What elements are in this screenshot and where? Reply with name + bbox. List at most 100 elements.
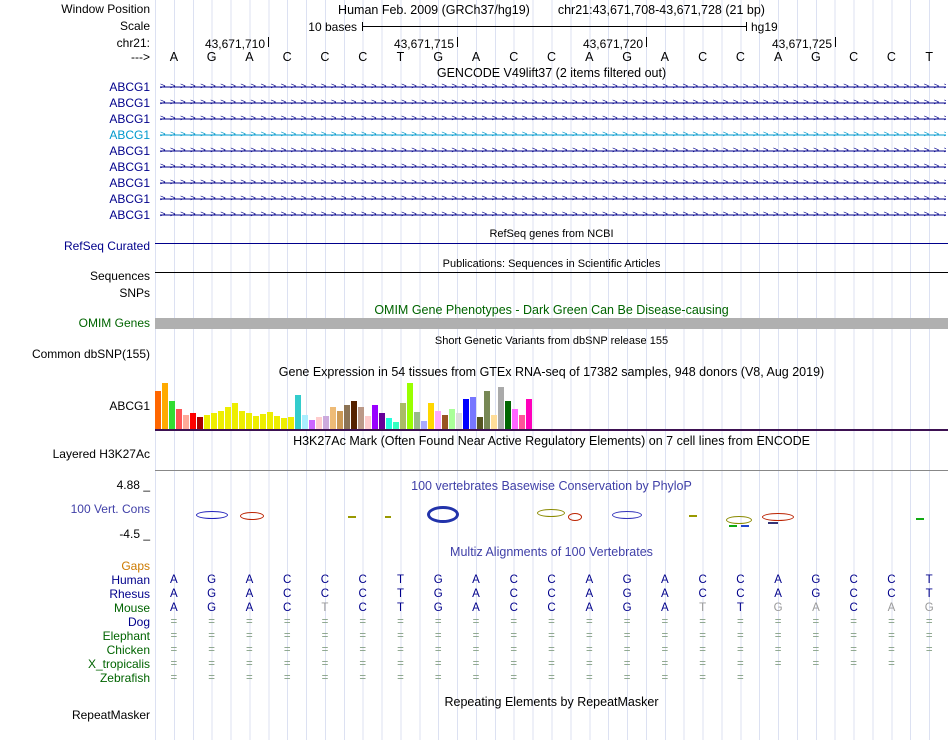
gtex-tissue-bar[interactable] bbox=[309, 420, 315, 429]
alignment-base: C bbox=[736, 574, 745, 586]
gtex-gene-label[interactable]: ABCG1 bbox=[109, 399, 150, 413]
gtex-tissue-bar[interactable] bbox=[519, 415, 525, 429]
gtex-tissue-bar[interactable] bbox=[337, 411, 343, 429]
gtex-tissue-bar[interactable] bbox=[232, 403, 238, 429]
gtex-tissue-bar[interactable] bbox=[407, 383, 413, 429]
species-label-human[interactable]: Human bbox=[111, 573, 150, 587]
gtex-tissue-bar[interactable] bbox=[470, 397, 476, 429]
transcript-arrow-line[interactable]: >>>>>>>>>>>>>>>>>>>>>>>>>>>>>>>>>>>>>>>>… bbox=[160, 96, 946, 110]
gtex-tissue-bar[interactable] bbox=[183, 415, 189, 429]
gtex-tissue-bar[interactable] bbox=[218, 411, 224, 429]
gtex-tissue-bar[interactable] bbox=[162, 383, 168, 429]
transcript-arrow-line[interactable]: >>>>>>>>>>>>>>>>>>>>>>>>>>>>>>>>>>>>>>>>… bbox=[160, 208, 946, 222]
species-label-rhesus[interactable]: Rhesus bbox=[109, 587, 150, 601]
transcript-arrow-line[interactable]: >>>>>>>>>>>>>>>>>>>>>>>>>>>>>>>>>>>>>>>>… bbox=[160, 80, 946, 94]
gtex-tissue-bar[interactable] bbox=[225, 407, 231, 429]
conservation-track-label[interactable]: 100 Vert. Cons bbox=[70, 502, 150, 516]
species-label-chicken[interactable]: Chicken bbox=[106, 643, 150, 657]
gene-label[interactable]: ABCG1 bbox=[109, 128, 150, 142]
gene-label[interactable]: ABCG1 bbox=[109, 208, 150, 222]
common-dbsnp-label[interactable]: Common dbSNP(155) bbox=[31, 347, 150, 361]
gtex-tissue-bar[interactable] bbox=[512, 409, 518, 429]
gtex-tissue-bar[interactable] bbox=[400, 403, 406, 429]
gtex-tissue-bar[interactable] bbox=[393, 422, 399, 429]
gtex-tissue-bar[interactable] bbox=[316, 417, 322, 429]
transcript-arrow-line[interactable]: >>>>>>>>>>>>>>>>>>>>>>>>>>>>>>>>>>>>>>>>… bbox=[160, 144, 946, 158]
transcript-arrow-line[interactable]: >>>>>>>>>>>>>>>>>>>>>>>>>>>>>>>>>>>>>>>>… bbox=[160, 128, 946, 142]
gtex-tissue-bar[interactable] bbox=[428, 403, 434, 429]
gtex-tissue-bar[interactable] bbox=[246, 413, 252, 429]
gene-label[interactable]: ABCG1 bbox=[109, 160, 150, 174]
species-label-zebrafish[interactable]: Zebrafish bbox=[99, 671, 150, 685]
gene-label[interactable]: ABCG1 bbox=[109, 144, 150, 158]
transcript-arrow-line[interactable]: >>>>>>>>>>>>>>>>>>>>>>>>>>>>>>>>>>>>>>>>… bbox=[160, 192, 946, 206]
transcript-arrow-line[interactable]: >>>>>>>>>>>>>>>>>>>>>>>>>>>>>>>>>>>>>>>>… bbox=[160, 112, 946, 126]
gtex-tissue-bar[interactable] bbox=[491, 415, 497, 429]
gtex-tissue-bar[interactable] bbox=[323, 416, 329, 429]
gtex-tissue-bar[interactable] bbox=[477, 417, 483, 429]
alignment-match: = bbox=[434, 616, 442, 628]
repeatmasker-label[interactable]: RepeatMasker bbox=[71, 708, 150, 722]
gene-label[interactable]: ABCG1 bbox=[109, 80, 150, 94]
gtex-tissue-bar[interactable] bbox=[302, 415, 308, 429]
gtex-tissue-bar[interactable] bbox=[435, 411, 441, 429]
gtex-tissue-bar[interactable] bbox=[379, 413, 385, 429]
gtex-tissue-bar[interactable] bbox=[344, 405, 350, 429]
gtex-tissue-bar[interactable] bbox=[372, 405, 378, 429]
species-label-mouse[interactable]: Mouse bbox=[113, 601, 150, 615]
gtex-tissue-bar[interactable] bbox=[463, 399, 469, 429]
transcript-arrow-line[interactable]: >>>>>>>>>>>>>>>>>>>>>>>>>>>>>>>>>>>>>>>>… bbox=[160, 176, 946, 190]
gtex-tissue-bar[interactable] bbox=[176, 409, 182, 429]
gtex-tissue-bar[interactable] bbox=[288, 417, 294, 429]
gene-label[interactable]: ABCG1 bbox=[109, 112, 150, 126]
gtex-tissue-bar[interactable] bbox=[253, 416, 259, 429]
gtex-tissue-bar[interactable] bbox=[260, 414, 266, 429]
gtex-tissue-bar[interactable] bbox=[386, 418, 392, 429]
gtex-tissue-bar[interactable] bbox=[190, 413, 196, 429]
refseq-curated-line[interactable] bbox=[155, 243, 948, 244]
alignment-match: = bbox=[283, 658, 291, 670]
gtex-tissue-bar[interactable] bbox=[358, 407, 364, 429]
snps-label[interactable]: SNPs bbox=[119, 286, 150, 300]
gtex-tissue-bar[interactable] bbox=[281, 418, 287, 429]
conservation-mark bbox=[726, 516, 752, 524]
gene-label[interactable]: ABCG1 bbox=[109, 176, 150, 190]
gtex-tissue-bar[interactable] bbox=[526, 399, 532, 429]
gtex-tissue-bar[interactable] bbox=[414, 412, 420, 429]
species-label-dog[interactable]: Dog bbox=[127, 615, 150, 629]
gtex-tissue-bar[interactable] bbox=[197, 417, 203, 429]
gtex-tissue-bar[interactable] bbox=[442, 415, 448, 429]
gtex-tissue-bar[interactable] bbox=[449, 409, 455, 429]
gtex-tissue-bar[interactable] bbox=[239, 411, 245, 429]
species-label-elephant[interactable]: Elephant bbox=[102, 629, 150, 643]
gtex-tissue-bar[interactable] bbox=[274, 416, 280, 429]
transcript-arrow-line[interactable]: >>>>>>>>>>>>>>>>>>>>>>>>>>>>>>>>>>>>>>>>… bbox=[160, 160, 946, 174]
gtex-tissue-bar[interactable] bbox=[267, 412, 273, 429]
gtex-tissue-bar[interactable] bbox=[351, 401, 357, 429]
strand-direction-label: ---> bbox=[131, 50, 150, 64]
gtex-tissue-bar[interactable] bbox=[295, 395, 301, 429]
omim-genes-bar[interactable] bbox=[155, 318, 948, 329]
sequences-line[interactable] bbox=[155, 272, 948, 273]
gtex-tissue-bar[interactable] bbox=[421, 421, 427, 429]
gtex-tissue-bar[interactable] bbox=[365, 416, 371, 429]
gtex-tissue-bar[interactable] bbox=[456, 413, 462, 429]
gtex-tissue-bar[interactable] bbox=[169, 401, 175, 429]
alignment-match: = bbox=[925, 616, 933, 628]
gtex-tissue-bar[interactable] bbox=[498, 387, 504, 429]
gtex-tissue-bar[interactable] bbox=[155, 391, 161, 429]
gtex-tissue-bar[interactable] bbox=[330, 407, 336, 429]
gtex-tissue-bar[interactable] bbox=[484, 391, 490, 429]
omim-genes-label[interactable]: OMIM Genes bbox=[78, 316, 150, 330]
gtex-expression-chart[interactable] bbox=[155, 382, 948, 429]
gene-label[interactable]: ABCG1 bbox=[109, 192, 150, 206]
gtex-tissue-bar[interactable] bbox=[505, 401, 511, 429]
layered-h3k27ac-label[interactable]: Layered H3K27Ac bbox=[52, 447, 150, 461]
sequences-label[interactable]: Sequences bbox=[89, 269, 150, 283]
refseq-curated-label[interactable]: RefSeq Curated bbox=[63, 239, 150, 253]
gene-label[interactable]: ABCG1 bbox=[109, 96, 150, 110]
gtex-tissue-bar[interactable] bbox=[211, 413, 217, 429]
gtex-tissue-bar[interactable] bbox=[204, 415, 210, 429]
species-label-x_tropicalis[interactable]: X_tropicalis bbox=[87, 657, 150, 671]
gaps-label[interactable]: Gaps bbox=[121, 559, 150, 573]
